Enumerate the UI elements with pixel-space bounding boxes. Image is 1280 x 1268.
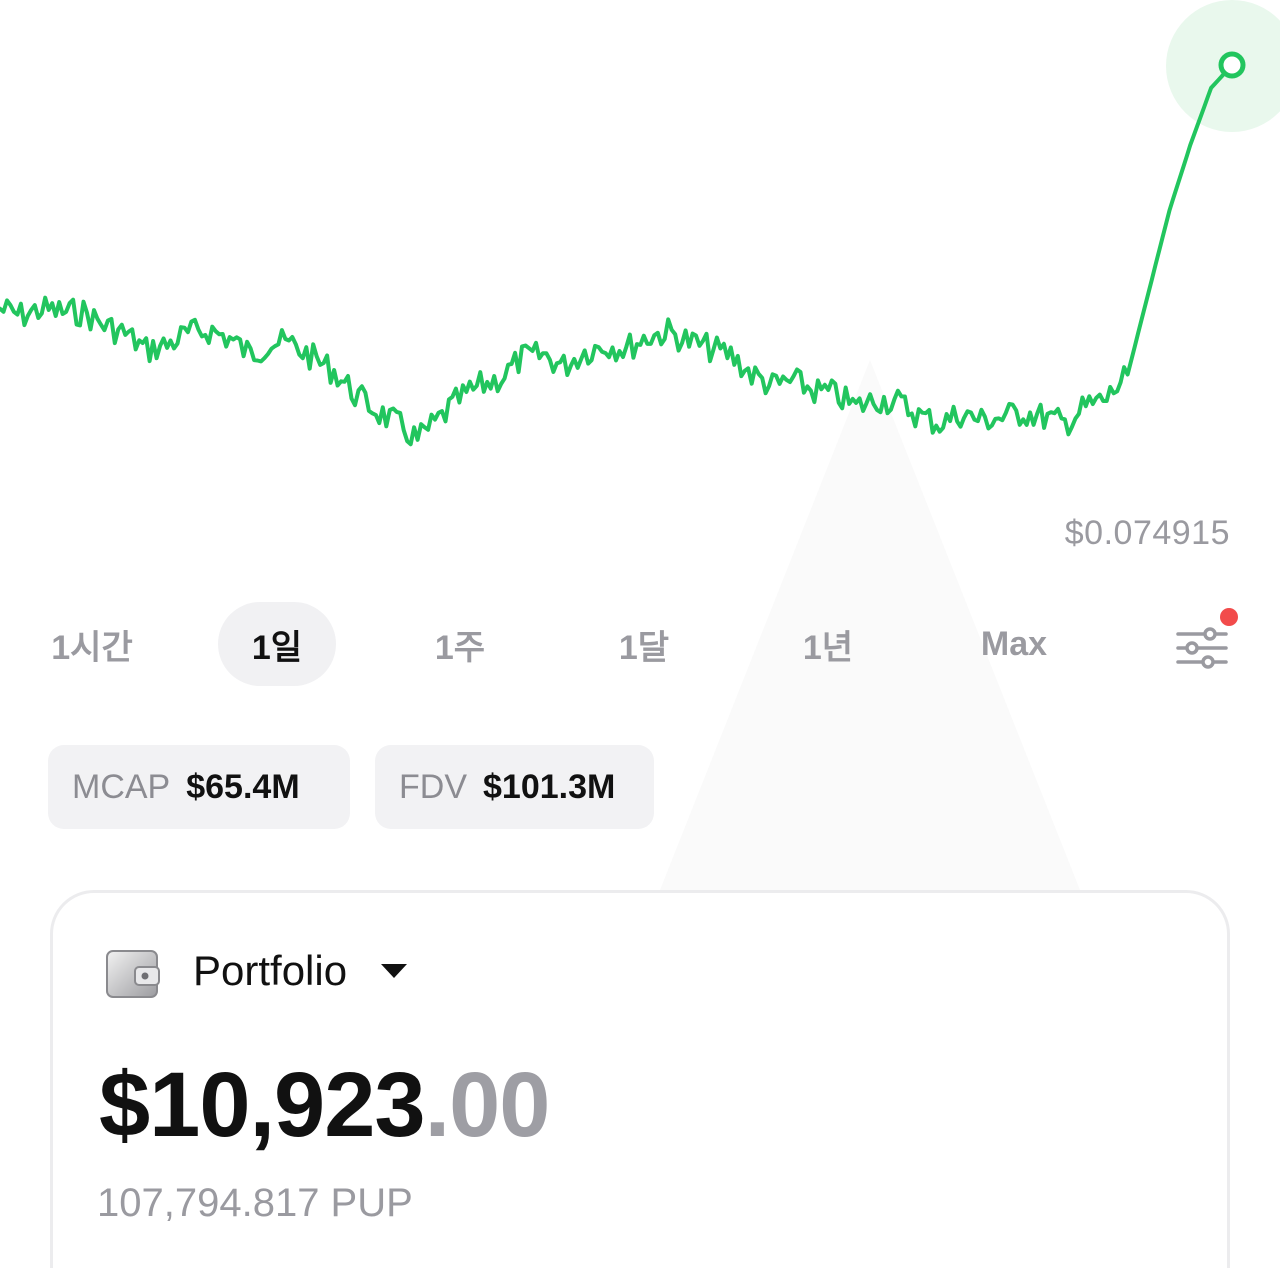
fdv-value: $101.3M — [483, 767, 616, 806]
watermark-logo — [660, 360, 1080, 890]
mcap-chip[interactable]: MCAP $65.4M — [48, 745, 350, 829]
sliders-icon — [1176, 627, 1228, 669]
price-line — [0, 63, 1234, 447]
range-1y-button[interactable]: 1년 — [802, 628, 854, 667]
current-price-point — [1218, 51, 1246, 79]
range-1h-button[interactable]: 1시간 — [51, 628, 133, 667]
range-max-button[interactable]: Max — [980, 624, 1048, 663]
range-1d-button[interactable]: 1일 — [218, 602, 336, 686]
portfolio-balance: $10,923.00 — [99, 1053, 551, 1158]
portfolio-title: Portfolio — [193, 947, 348, 994]
fdv-label: FDV — [399, 767, 467, 806]
range-1m-button[interactable]: 1달 — [618, 628, 670, 667]
time-range-selector: 1시간 1일 1주 1달 1년 Max — [0, 600, 1280, 688]
price-chart[interactable] — [0, 0, 1280, 460]
balance-cents: .00 — [424, 1054, 551, 1156]
caret-down-icon — [381, 964, 408, 978]
portfolio-selector[interactable]: Portfolio — [193, 947, 408, 995]
wallet-icon — [106, 950, 160, 998]
range-1w-button[interactable]: 1주 — [434, 628, 486, 667]
current-price-label: $0.074915 — [1064, 514, 1230, 552]
token-amount: 107,794.817 PUP — [97, 1181, 413, 1225]
notification-dot — [1220, 608, 1238, 626]
fdv-chip[interactable]: FDV $101.3M — [375, 745, 654, 829]
mcap-label: MCAP — [72, 767, 171, 806]
mcap-value: $65.4M — [186, 767, 300, 806]
chart-settings-button[interactable] — [1168, 608, 1238, 678]
balance-main: $10,923 — [99, 1054, 426, 1156]
portfolio-card: Portfolio $10,923.00 107,794.817 PUP — [50, 890, 1230, 1268]
